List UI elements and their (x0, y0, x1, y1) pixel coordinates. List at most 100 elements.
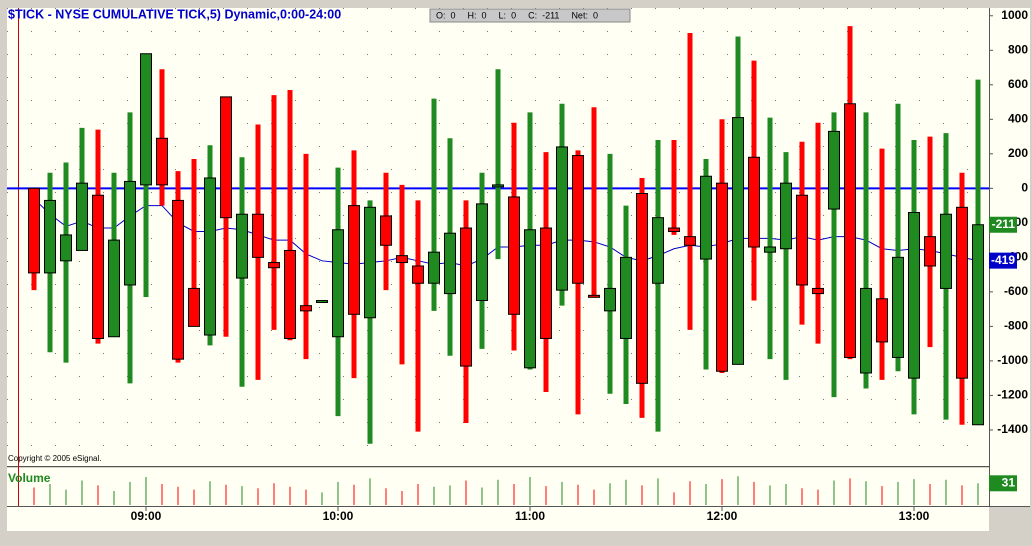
y-tick-label: -1000 (997, 353, 1028, 367)
candle-body (44, 199, 56, 274)
last-close-label-box (989, 216, 1017, 233)
candle-body (300, 305, 312, 312)
last-ma-label: -419 (991, 253, 1015, 267)
candle-body (812, 287, 824, 295)
y-tick-label: 600 (1008, 77, 1028, 91)
candle-body (348, 205, 360, 315)
candle-body (716, 182, 728, 372)
candle-body (476, 203, 488, 302)
candle-body (636, 193, 648, 384)
candle-body (924, 236, 936, 267)
y-tick-label: -600 (1004, 284, 1028, 298)
info-label: L: (499, 10, 507, 20)
candle-body (428, 251, 440, 284)
candle-body (620, 256, 632, 339)
candle-body (92, 194, 104, 339)
info-value: 0 (593, 10, 598, 20)
info-items: O: 0 H: 0 L: 0 C: -211 Net: 0 (436, 10, 598, 20)
time-axis (7, 507, 989, 531)
candle-body (828, 130, 840, 210)
info-value: -211 (542, 10, 559, 20)
candle-body (60, 234, 72, 262)
candle-body (748, 156, 760, 248)
candle-body (76, 182, 88, 251)
candle-body (444, 232, 456, 295)
candle-body (588, 294, 600, 298)
candle-body (524, 229, 536, 369)
candle-body (764, 246, 776, 253)
y-tick-label: 200 (1008, 146, 1028, 160)
candle-body (364, 206, 376, 319)
candle-body (204, 177, 216, 336)
candle-body (732, 117, 744, 365)
candle-body (700, 175, 712, 260)
y-tick-label: -1200 (997, 388, 1028, 402)
candle-body (332, 229, 344, 338)
x-tick-label: 10:00 (323, 509, 354, 523)
candle-body (540, 227, 552, 339)
candle-body (684, 236, 696, 246)
chart-title: $TICK - NYSE CUMULATIVE TICK,5) Dynamic,… (8, 7, 341, 21)
candle-body (396, 255, 408, 264)
candle-body (492, 184, 504, 188)
candle-body (188, 287, 200, 327)
candle-body (284, 249, 296, 339)
candle-body (108, 239, 120, 338)
info-label: O: (436, 10, 446, 20)
last-volume-label-box (989, 475, 1017, 492)
y-tick-label: -800 (1004, 319, 1028, 333)
candle-body (940, 213, 952, 289)
x-tick-label: 11:00 (515, 509, 545, 523)
candle-body (412, 265, 424, 284)
candle-body (156, 137, 168, 186)
info-value: 0 (482, 10, 487, 20)
y-tick-label: 0 (1021, 181, 1028, 195)
info-label: Net: (571, 10, 588, 20)
candle-body (652, 217, 664, 284)
candle-body (668, 227, 680, 232)
candle-body (460, 227, 472, 367)
info-value: 0 (511, 10, 516, 20)
last-ma-label-box (989, 252, 1017, 269)
candle-body (28, 187, 40, 274)
candle-body (172, 199, 184, 360)
candle-body (860, 287, 872, 374)
x-tick-label: 12:00 (707, 509, 738, 523)
candle-body (220, 96, 232, 219)
candle-body (252, 213, 264, 258)
candle-body (780, 182, 792, 250)
x-tick-label: 13:00 (899, 509, 930, 523)
info-label: C: (528, 10, 537, 20)
volume-title: Volume (8, 471, 51, 485)
x-tick-label: 09:00 (131, 509, 162, 523)
candle-body (908, 211, 920, 379)
last-close-label: -211 (992, 217, 1016, 231)
candle-body (556, 146, 568, 291)
moving-average (33, 198, 979, 267)
candle-body (124, 180, 136, 286)
candle-body (236, 213, 248, 279)
info-value: 0 (451, 10, 456, 20)
candle-body (268, 262, 280, 269)
copyright: Copyright © 2005 eSignal. (8, 454, 102, 463)
info-box (429, 8, 631, 23)
candle-body (844, 103, 856, 358)
y-tick-label: 800 (1008, 42, 1028, 56)
candle-body (140, 53, 152, 186)
candle-body (380, 215, 392, 246)
candle-body (604, 287, 616, 312)
candle-body (796, 194, 808, 286)
candle-body (508, 196, 520, 315)
candle-body (972, 224, 984, 426)
candle-body (572, 155, 584, 284)
y-tick-label: 1000 (1001, 8, 1028, 22)
info-label: H: (468, 10, 477, 20)
y-tick-label: 400 (1008, 111, 1028, 125)
candle-body (876, 298, 888, 343)
y-tick-label: -1400 (997, 422, 1028, 436)
candle-body (316, 300, 328, 304)
candle-body (956, 206, 968, 379)
candle-body (892, 256, 904, 358)
last-volume-label: 31 (1002, 475, 1016, 489)
